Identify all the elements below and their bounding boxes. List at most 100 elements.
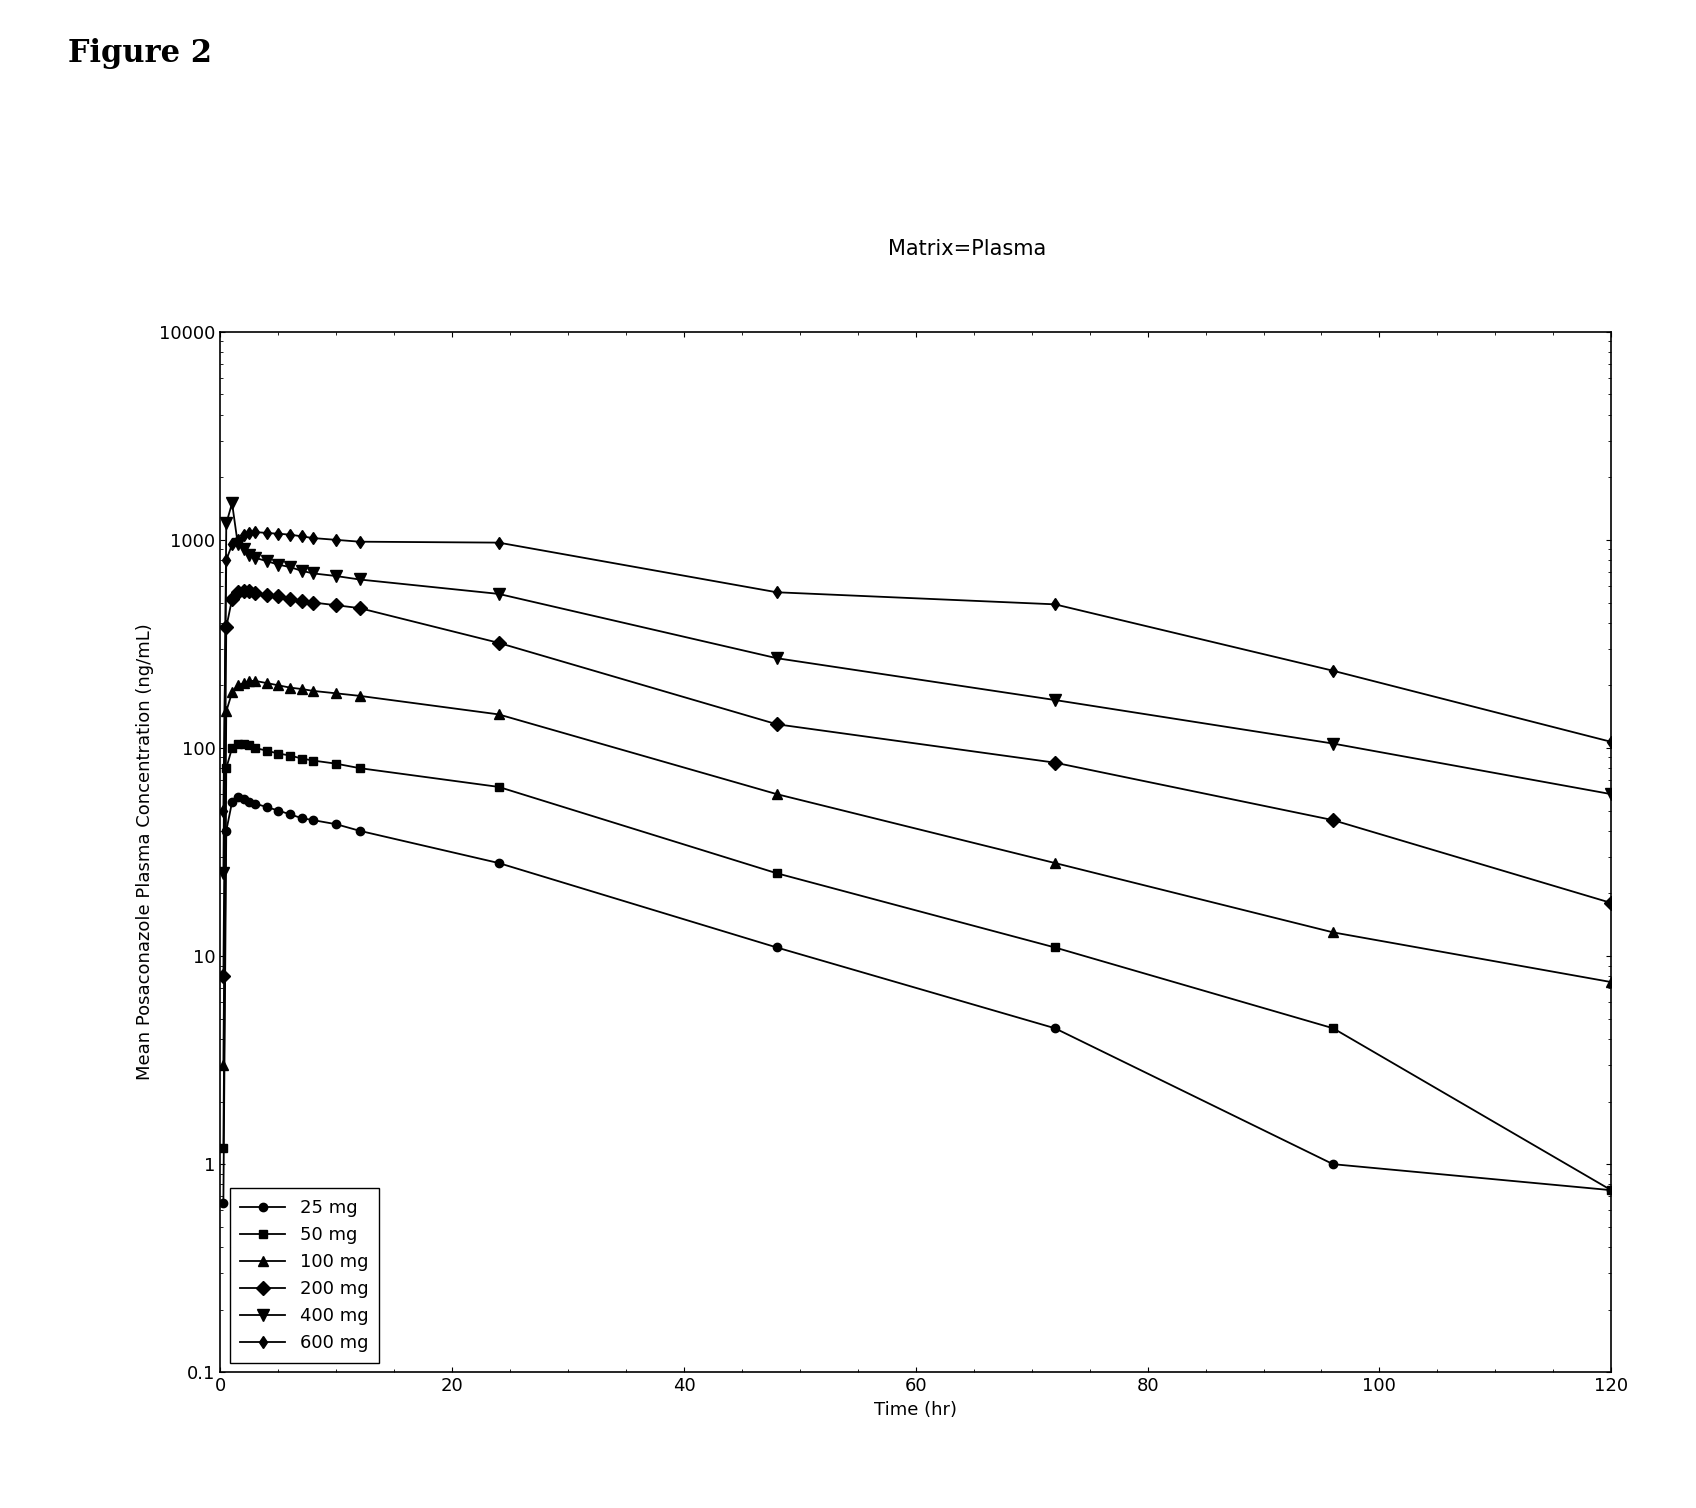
- 100 mg: [239, 673, 259, 691]
- 25 mg: [1601, 1181, 1621, 1199]
- 400 mg: [304, 564, 324, 582]
- 400 mg: [214, 864, 234, 882]
- 50 mg: [292, 749, 312, 768]
- 50 mg: [1323, 1019, 1343, 1038]
- 400 mg: [1045, 691, 1065, 709]
- 600 mg: [292, 528, 312, 546]
- 600 mg: [767, 584, 787, 602]
- 100 mg: [304, 682, 324, 700]
- 600 mg: [1045, 596, 1065, 614]
- Line: 100 mg: 100 mg: [219, 676, 1616, 1069]
- 100 mg: [1601, 973, 1621, 991]
- Y-axis label: Mean Posaconazole Plasma Concentration (ng/mL): Mean Posaconazole Plasma Concentration (…: [136, 624, 154, 1080]
- 200 mg: [488, 633, 509, 651]
- 50 mg: [256, 742, 276, 760]
- 400 mg: [268, 555, 288, 573]
- 600 mg: [234, 526, 254, 544]
- 50 mg: [214, 1139, 234, 1157]
- 50 mg: [767, 864, 787, 882]
- 400 mg: [326, 567, 346, 585]
- 400 mg: [292, 562, 312, 581]
- 600 mg: [326, 531, 346, 549]
- 600 mg: [214, 802, 234, 820]
- 25 mg: [222, 793, 243, 811]
- 25 mg: [227, 789, 248, 807]
- 600 mg: [227, 531, 248, 549]
- 25 mg: [256, 798, 276, 816]
- 400 mg: [280, 558, 300, 576]
- 200 mg: [1045, 754, 1065, 772]
- 50 mg: [222, 739, 243, 757]
- 400 mg: [349, 570, 370, 588]
- X-axis label: Time (hr): Time (hr): [875, 1401, 957, 1419]
- 200 mg: [227, 584, 248, 602]
- 200 mg: [1323, 811, 1343, 829]
- 25 mg: [280, 805, 300, 823]
- 200 mg: [222, 590, 243, 608]
- 100 mg: [222, 683, 243, 701]
- 50 mg: [326, 754, 346, 772]
- Text: Figure 2: Figure 2: [68, 38, 212, 69]
- 25 mg: [304, 811, 324, 829]
- 100 mg: [767, 786, 787, 804]
- Line: 25 mg: 25 mg: [219, 793, 1615, 1208]
- 50 mg: [268, 745, 288, 763]
- 100 mg: [256, 674, 276, 692]
- 200 mg: [244, 584, 265, 602]
- 200 mg: [280, 590, 300, 608]
- 600 mg: [488, 534, 509, 552]
- 600 mg: [244, 523, 265, 541]
- 600 mg: [222, 535, 243, 553]
- Line: 400 mg: 400 mg: [217, 498, 1618, 879]
- 200 mg: [767, 715, 787, 733]
- 25 mg: [234, 790, 254, 808]
- 100 mg: [488, 706, 509, 724]
- 400 mg: [244, 549, 265, 567]
- 100 mg: [1045, 854, 1065, 872]
- 600 mg: [304, 529, 324, 547]
- 50 mg: [488, 778, 509, 796]
- 50 mg: [234, 734, 254, 752]
- 25 mg: [326, 816, 346, 834]
- 100 mg: [234, 674, 254, 692]
- 400 mg: [767, 648, 787, 667]
- 400 mg: [239, 546, 259, 564]
- 600 mg: [268, 525, 288, 543]
- 400 mg: [215, 514, 236, 532]
- 100 mg: [1323, 923, 1343, 941]
- 400 mg: [1323, 734, 1343, 752]
- 25 mg: [214, 1194, 234, 1212]
- 100 mg: [215, 703, 236, 721]
- Line: 600 mg: 600 mg: [219, 528, 1615, 814]
- 200 mg: [1601, 894, 1621, 912]
- 600 mg: [349, 532, 370, 550]
- 50 mg: [215, 759, 236, 777]
- 200 mg: [349, 599, 370, 617]
- Line: 50 mg: 50 mg: [219, 739, 1615, 1194]
- 200 mg: [304, 594, 324, 612]
- 100 mg: [268, 676, 288, 694]
- 50 mg: [239, 736, 259, 754]
- 400 mg: [234, 540, 254, 558]
- Text: Matrix=Plasma: Matrix=Plasma: [887, 238, 1046, 259]
- 400 mg: [488, 585, 509, 603]
- 400 mg: [256, 552, 276, 570]
- 100 mg: [214, 1056, 234, 1074]
- 100 mg: [349, 686, 370, 704]
- 200 mg: [215, 618, 236, 636]
- 50 mg: [227, 734, 248, 752]
- 25 mg: [239, 793, 259, 811]
- 25 mg: [767, 938, 787, 956]
- 50 mg: [304, 751, 324, 769]
- 50 mg: [1601, 1181, 1621, 1199]
- 100 mg: [326, 685, 346, 703]
- 200 mg: [292, 591, 312, 609]
- 400 mg: [227, 535, 248, 553]
- 25 mg: [268, 802, 288, 820]
- 50 mg: [280, 746, 300, 765]
- 600 mg: [215, 550, 236, 569]
- 25 mg: [215, 822, 236, 840]
- 400 mg: [222, 495, 243, 513]
- 400 mg: [1601, 786, 1621, 804]
- 100 mg: [292, 680, 312, 698]
